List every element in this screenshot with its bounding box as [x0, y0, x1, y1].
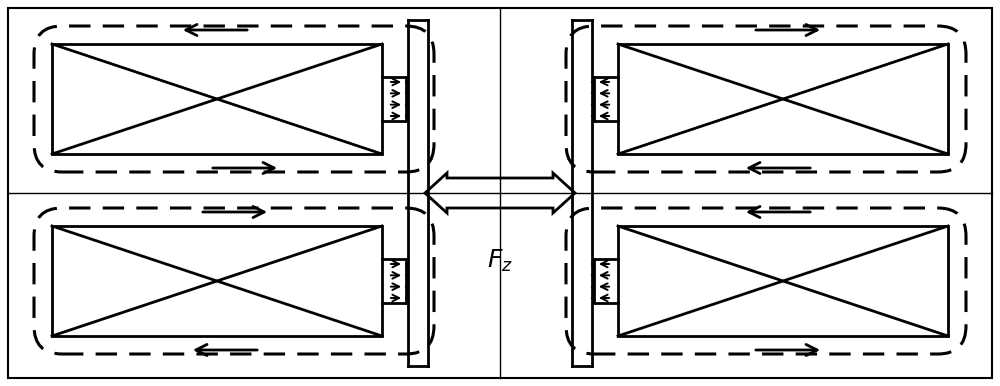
Bar: [618, 226, 948, 336]
Bar: [618, 44, 948, 154]
Bar: [52, 226, 382, 336]
Text: $F_z$: $F_z$: [487, 248, 513, 274]
Bar: [52, 44, 382, 154]
